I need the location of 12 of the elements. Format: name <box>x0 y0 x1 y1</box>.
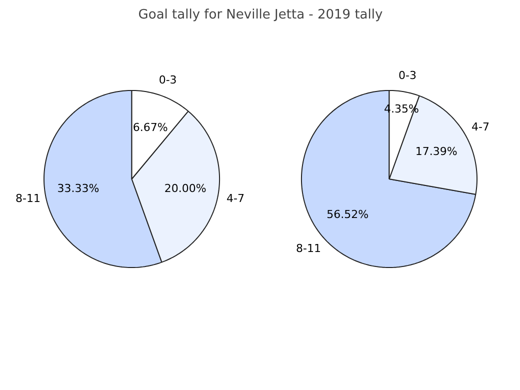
data-label: 17.39% <box>415 145 458 158</box>
slice-label: 4-7 <box>471 120 490 134</box>
slice-label: 0-3 <box>158 74 177 87</box>
data-label: 20.00% <box>164 182 206 196</box>
slice-label: 4-7 <box>226 192 244 205</box>
slice-label: 8-11 <box>296 242 322 255</box>
data-label: 56.52% <box>326 208 369 221</box>
slice-label: 0-3 <box>398 68 417 82</box>
slice-label: 8-11 <box>16 192 41 205</box>
chart-title: Goal tally for Neville Jetta - 2019 tally <box>138 8 383 22</box>
data-label: 33.33% <box>57 182 100 196</box>
data-label: 6.67% <box>132 120 168 134</box>
